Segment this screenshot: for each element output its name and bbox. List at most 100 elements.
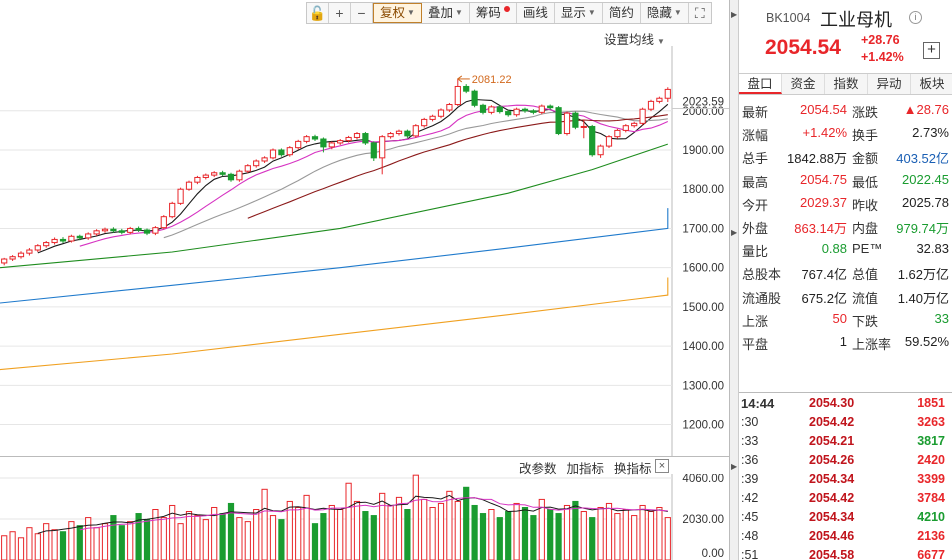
candle-up bbox=[9, 256, 16, 260]
candle-up bbox=[269, 149, 277, 159]
candle-up bbox=[51, 238, 58, 244]
candle-up bbox=[26, 249, 33, 254]
indicator-button-1[interactable]: 加指标 bbox=[566, 462, 605, 476]
quote-label: 外盘 bbox=[742, 220, 769, 236]
candle-down bbox=[76, 235, 83, 239]
toolbar-button-7[interactable]: 显示 ▼ bbox=[555, 3, 603, 23]
candle-up bbox=[412, 125, 419, 137]
toolbar-button-8[interactable]: 简约 bbox=[603, 3, 641, 23]
annotation-label: 2081.22 bbox=[472, 74, 512, 86]
tab-1[interactable]: 资金 bbox=[782, 74, 825, 94]
candle-up bbox=[379, 136, 386, 159]
tick-price: 2054.26 bbox=[809, 453, 855, 467]
notification-dot bbox=[503, 6, 510, 12]
candle-up bbox=[328, 142, 335, 148]
candle-up bbox=[345, 136, 352, 142]
expand-icon[interactable]: ⛶ bbox=[694, 5, 705, 21]
volume-bar-down bbox=[143, 519, 151, 560]
quote-label: 最低 bbox=[852, 174, 879, 190]
volume-chart[interactable]: 4060.00 2030.00 0.00 bbox=[0, 474, 729, 560]
plus-icon[interactable]: + bbox=[329, 3, 351, 23]
y-tick-label: 1400.00 bbox=[682, 341, 724, 353]
volume-bar-up bbox=[412, 474, 419, 560]
indicator-button-0[interactable]: 改参数 bbox=[519, 462, 557, 476]
quote-row: 最新 2054.54 涨跌 ▲28.76 bbox=[739, 99, 952, 122]
tab-4[interactable]: 板块 bbox=[919, 77, 945, 91]
volume-bar-up bbox=[631, 515, 638, 560]
quote-label: 最新 bbox=[742, 105, 769, 120]
minus-icon[interactable]: − bbox=[351, 3, 373, 23]
toolbar-button-5[interactable]: 筹码 bbox=[470, 3, 517, 23]
lock-icon[interactable]: 🔓 bbox=[307, 3, 329, 23]
toolbar-button-label: 画线 bbox=[522, 6, 548, 20]
candle-down bbox=[479, 104, 487, 113]
chevron-down-icon: ▼ bbox=[407, 8, 415, 17]
candle-up bbox=[437, 109, 445, 117]
tick-vol: 3784 bbox=[917, 491, 945, 505]
volume-bar-up bbox=[614, 513, 621, 560]
tab-3[interactable]: 异动 bbox=[868, 74, 911, 94]
expand-arrow-icon[interactable]: ▶ bbox=[731, 10, 738, 19]
toolbar-button-4[interactable]: 叠加 ▼ bbox=[422, 3, 470, 23]
quote-label: 内盘 bbox=[852, 220, 879, 236]
info-icon[interactable]: i bbox=[909, 11, 922, 24]
tab-2[interactable]: 指数 bbox=[825, 74, 868, 94]
volume-bar-up bbox=[202, 519, 209, 560]
volume-bar-up bbox=[1, 535, 8, 560]
candle-up bbox=[253, 160, 260, 167]
collapse-strip[interactable]: ▶ ▶ ▶ bbox=[730, 0, 739, 560]
toolbar-button-label: 筹码 bbox=[475, 6, 501, 20]
volume-bar-down bbox=[530, 515, 537, 560]
quote-value: 1 bbox=[839, 333, 847, 349]
volume-bar-down bbox=[471, 504, 478, 560]
tick-list[interactable]: 14:44 2054.30 1851:30 2054.42 3263:33 2054.21… bbox=[739, 395, 952, 560]
toolbar-button-9[interactable]: 隐藏 ▼ bbox=[641, 3, 689, 23]
volume-bar-up bbox=[160, 517, 167, 560]
close-icon[interactable]: × bbox=[655, 459, 669, 473]
add-watchlist-button[interactable]: + bbox=[923, 42, 940, 59]
candle-down bbox=[118, 230, 125, 233]
volume-bar-up bbox=[605, 502, 613, 560]
toolbar-button-3[interactable]: 复权 ▼ bbox=[373, 3, 422, 23]
tab-0[interactable]: 盘口 bbox=[739, 74, 782, 94]
quote-value: +1.42% bbox=[802, 125, 847, 141]
ticks-divider bbox=[739, 392, 952, 393]
price-change-percent: +1.42% bbox=[861, 50, 904, 64]
candle-up bbox=[93, 230, 100, 235]
tick-row: :30 2054.42 3263 bbox=[739, 414, 952, 433]
volume-bar-up bbox=[580, 511, 587, 560]
expand-arrow-icon[interactable]: ▶ bbox=[731, 228, 738, 237]
chart-panel: 🔓 + − 复权 ▼ 叠加 ▼ 筹码 画线 显示 ▼ 简约 隐藏 ▼ ⛶ 设置均线 ▼ 2000.00 1900… bbox=[0, 0, 729, 560]
quote-label: 涨幅 bbox=[742, 128, 769, 144]
ma-line-ma30 bbox=[247, 114, 668, 219]
indicator-button-2[interactable]: 换指标 bbox=[614, 462, 652, 476]
quote-value: ▲28.76 bbox=[903, 102, 949, 117]
quote-row: 上涨 50 下跌 33 bbox=[739, 308, 952, 331]
quote-value: 1842.88万 bbox=[787, 151, 847, 167]
ma-line-ma60 bbox=[0, 143, 668, 269]
y-tick-label: 4060.00 bbox=[682, 474, 724, 485]
candle-down bbox=[496, 106, 503, 113]
volume-bar-up bbox=[437, 502, 445, 560]
candlestick-chart[interactable]: 2000.001900.001800.001700.001600.001500.… bbox=[0, 46, 729, 456]
volume-bar-down bbox=[555, 513, 562, 560]
volume-ma-line bbox=[37, 494, 668, 534]
volume-bar-up bbox=[236, 517, 243, 560]
quote-value: 32.83 bbox=[916, 241, 949, 257]
quote-label: 上涨率 bbox=[852, 336, 892, 352]
quote-label: 换手 bbox=[852, 128, 879, 144]
candle-up bbox=[211, 172, 218, 176]
toolbar-button-label: 简约 bbox=[608, 6, 634, 20]
toolbar-button-6[interactable]: 画线 bbox=[517, 3, 555, 23]
volume-bar-up bbox=[345, 482, 352, 560]
volume-bar-up bbox=[597, 506, 604, 560]
volume-bar-up bbox=[538, 498, 545, 560]
volume-bar-up bbox=[269, 515, 277, 560]
expand-arrow-icon[interactable]: ▶ bbox=[731, 462, 738, 471]
tick-price: 2054.34 bbox=[809, 510, 855, 524]
ma-setting-button[interactable]: 设置均线 ▼ bbox=[604, 29, 665, 48]
candle-up bbox=[261, 157, 268, 162]
quote-value: 0.88 bbox=[821, 241, 847, 257]
volume-bar-down bbox=[110, 515, 117, 560]
toolbar-button-label: 叠加 bbox=[427, 6, 453, 20]
